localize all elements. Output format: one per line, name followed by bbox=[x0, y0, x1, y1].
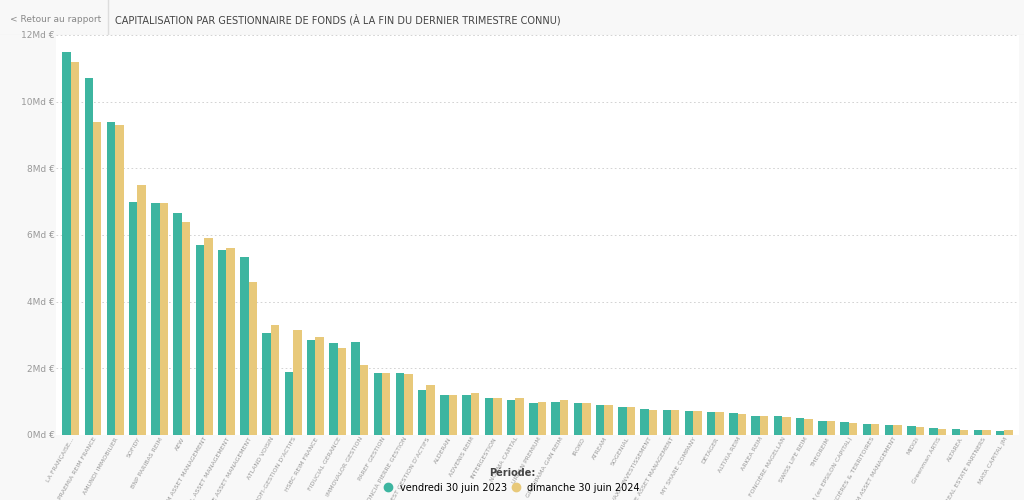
Bar bbox=[871, 424, 880, 435]
Bar bbox=[596, 405, 604, 435]
Bar bbox=[618, 406, 627, 435]
Bar bbox=[538, 402, 546, 435]
Bar bbox=[551, 402, 560, 435]
Bar bbox=[404, 374, 413, 435]
Bar bbox=[893, 426, 902, 435]
Bar bbox=[418, 390, 426, 435]
Bar bbox=[226, 248, 234, 435]
Bar bbox=[160, 204, 168, 435]
Bar bbox=[671, 410, 680, 435]
Bar bbox=[440, 395, 449, 435]
Bar bbox=[573, 404, 582, 435]
Bar bbox=[507, 400, 515, 435]
Bar bbox=[270, 325, 280, 435]
Bar bbox=[249, 282, 257, 435]
Bar bbox=[805, 418, 813, 435]
Bar bbox=[974, 430, 982, 435]
Legend: vendredi 30 juin 2023, dimanche 30 juin 2024: vendredi 30 juin 2023, dimanche 30 juin … bbox=[384, 468, 640, 492]
Bar bbox=[359, 365, 369, 435]
Bar bbox=[382, 372, 390, 435]
Bar bbox=[560, 400, 568, 435]
Bar bbox=[818, 420, 826, 435]
Bar bbox=[649, 410, 657, 435]
Bar bbox=[173, 214, 182, 435]
Bar bbox=[1005, 430, 1013, 435]
Bar bbox=[484, 398, 494, 435]
Bar bbox=[782, 417, 791, 435]
Bar bbox=[737, 414, 746, 435]
Bar bbox=[707, 412, 716, 435]
Bar bbox=[663, 410, 671, 435]
Bar bbox=[218, 250, 226, 435]
Bar bbox=[315, 336, 324, 435]
Bar bbox=[841, 422, 849, 435]
Bar bbox=[137, 185, 145, 435]
Bar bbox=[982, 430, 990, 435]
Bar bbox=[529, 404, 538, 435]
Bar bbox=[307, 340, 315, 435]
Bar bbox=[685, 410, 693, 435]
Bar bbox=[826, 422, 835, 435]
Bar bbox=[241, 256, 249, 435]
Bar bbox=[938, 429, 946, 435]
Bar bbox=[515, 398, 524, 435]
Bar bbox=[849, 423, 857, 435]
Bar bbox=[152, 204, 160, 435]
Bar bbox=[693, 410, 701, 435]
Bar bbox=[71, 62, 79, 435]
Bar bbox=[426, 385, 435, 435]
Bar bbox=[862, 424, 871, 435]
Bar bbox=[752, 416, 760, 435]
Bar bbox=[760, 416, 768, 435]
Bar bbox=[716, 412, 724, 435]
Bar bbox=[129, 202, 137, 435]
Bar bbox=[996, 430, 1005, 435]
Bar bbox=[62, 52, 71, 435]
Bar bbox=[885, 424, 893, 435]
Bar bbox=[640, 409, 649, 435]
Bar bbox=[959, 430, 969, 435]
Bar bbox=[329, 344, 338, 435]
Text: < Retour au rapport: < Retour au rapport bbox=[10, 15, 101, 24]
Bar bbox=[796, 418, 805, 435]
Bar bbox=[351, 342, 359, 435]
Bar bbox=[293, 330, 301, 435]
Bar bbox=[338, 348, 346, 435]
Bar bbox=[582, 404, 591, 435]
Bar bbox=[494, 398, 502, 435]
Bar bbox=[196, 245, 204, 435]
Bar bbox=[374, 372, 382, 435]
Bar bbox=[604, 405, 612, 435]
Bar bbox=[774, 416, 782, 435]
Bar bbox=[106, 122, 116, 435]
Bar bbox=[85, 78, 93, 435]
Bar bbox=[729, 413, 737, 435]
Bar bbox=[262, 334, 270, 435]
Bar bbox=[907, 426, 915, 435]
Bar bbox=[395, 372, 404, 435]
Bar bbox=[285, 372, 293, 435]
Bar bbox=[204, 238, 213, 435]
Bar bbox=[463, 395, 471, 435]
Bar bbox=[915, 426, 924, 435]
Bar bbox=[951, 430, 959, 435]
Bar bbox=[930, 428, 938, 435]
Bar bbox=[116, 125, 124, 435]
Bar bbox=[471, 394, 479, 435]
Bar bbox=[182, 222, 190, 435]
Bar bbox=[449, 395, 457, 435]
Bar bbox=[93, 122, 101, 435]
Text: CAPITALISATION PAR GESTIONNAIRE DE FONDS (À LA FIN DU DERNIER TRIMESTRE CONNU): CAPITALISATION PAR GESTIONNAIRE DE FONDS… bbox=[115, 14, 560, 25]
Bar bbox=[627, 406, 635, 435]
